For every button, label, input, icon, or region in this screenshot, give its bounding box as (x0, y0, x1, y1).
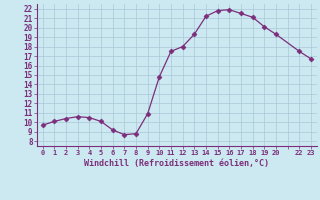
X-axis label: Windchill (Refroidissement éolien,°C): Windchill (Refroidissement éolien,°C) (84, 159, 269, 168)
